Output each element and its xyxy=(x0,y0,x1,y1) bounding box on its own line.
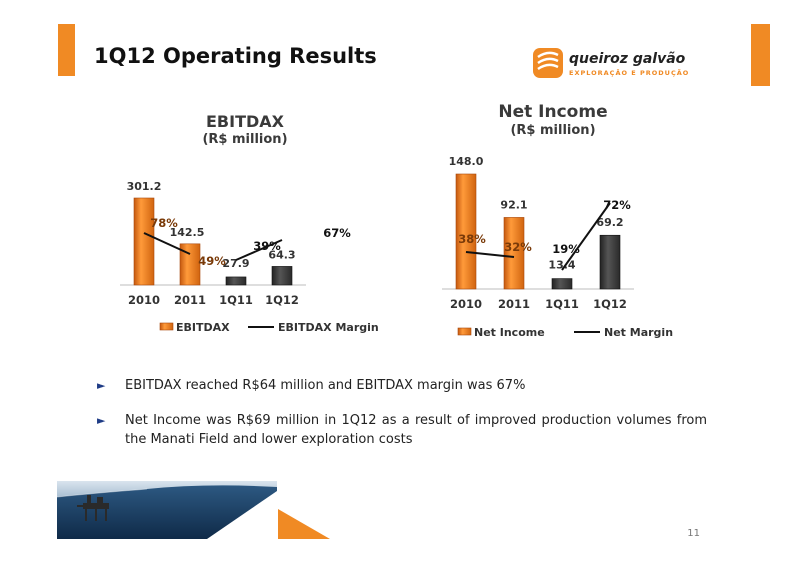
offshore-platform-image xyxy=(57,481,277,539)
page-title: 1Q12 Operating Results xyxy=(94,44,377,68)
margin-label: 39% xyxy=(253,239,281,253)
bar-value-label: 301.2 xyxy=(127,180,162,193)
category-tick-label: 1Q12 xyxy=(265,293,299,307)
bar-2011 xyxy=(179,243,201,286)
bar-2010 xyxy=(133,197,155,286)
legend-label: Net Income xyxy=(474,326,545,339)
margin-label: 49% xyxy=(198,254,226,268)
net-income-chart-title: Net Income xyxy=(498,102,608,122)
legend-swatch-bar xyxy=(159,322,174,331)
bar-value-label: 92.1 xyxy=(500,198,527,211)
margin-line-segment xyxy=(235,239,283,261)
bar-value-label: 64.3 xyxy=(268,248,295,261)
logo-accent-bar xyxy=(751,24,770,86)
bar-value-label: 69.2 xyxy=(596,216,623,229)
footer-accent-shape xyxy=(278,509,330,539)
legend-label: EBITDAX Margin xyxy=(278,321,379,334)
bullet-item: ► Net Income was R$69 million in 1Q12 as… xyxy=(97,411,707,449)
platform-icon xyxy=(77,495,109,521)
category-tick-label: 1Q11 xyxy=(219,293,253,307)
bullet-arrow-icon: ► xyxy=(97,379,106,392)
bullet-text: Net Income was R$69 million in 1Q12 as a… xyxy=(125,413,707,447)
net-income-chart-title-block: Net Income (R$ million) xyxy=(473,102,633,138)
category-tick-label: 1Q11 xyxy=(545,297,579,311)
legend-label: Net Margin xyxy=(604,326,673,339)
ebitdax-chart-subtitle: (R$ million) xyxy=(202,132,288,147)
category-tick-label: 2010 xyxy=(128,293,160,307)
bar-value-label: 142.5 xyxy=(170,226,205,239)
logo-tagline: EXPLORAÇÃO E PRODUÇÃO xyxy=(569,68,689,77)
bullet-item: ► EBITDAX reached R$64 million and EBITD… xyxy=(97,376,707,395)
margin-line-segment xyxy=(465,251,515,258)
ebitdax-chart-title: EBITDAX xyxy=(206,112,284,131)
margin-label: 67% xyxy=(323,226,351,240)
bar-value-label: 148.0 xyxy=(449,155,484,168)
category-tick-label: 2010 xyxy=(450,297,482,311)
title-accent-bar xyxy=(58,24,75,76)
bar-1Q12 xyxy=(271,266,293,286)
bar-2010 xyxy=(455,173,477,290)
company-logo: queiroz galvão EXPLORAÇÃO E PRODUÇÃO xyxy=(533,48,689,78)
bar-1Q11 xyxy=(551,278,573,290)
bullet-text: EBITDAX reached R$64 million and EBITDAX… xyxy=(125,378,526,393)
net-income-chart-subtitle: (R$ million) xyxy=(510,123,596,138)
margin-label: 38% xyxy=(458,232,486,246)
logo-emblem-icon xyxy=(533,48,563,78)
margin-label: 32% xyxy=(504,240,532,254)
bar-1Q11 xyxy=(225,276,247,286)
margin-label: 72% xyxy=(603,198,631,212)
page-number: 11 xyxy=(687,528,700,539)
category-tick-label: 1Q12 xyxy=(593,297,627,311)
legend-label: EBITDAX xyxy=(176,321,230,334)
bar-2011 xyxy=(503,217,525,290)
category-tick-label: 2011 xyxy=(498,297,530,311)
margin-line-segment xyxy=(561,202,611,271)
logo-name: queiroz galvão xyxy=(569,51,686,67)
margin-label: 19% xyxy=(552,242,580,256)
bar-value-label: 27.9 xyxy=(222,257,249,270)
margin-label: 78% xyxy=(150,216,178,230)
category-tick-label: 2011 xyxy=(174,293,206,307)
bar-1Q12 xyxy=(599,234,621,290)
ebitdax-chart-title-block: EBITDAX (R$ million) xyxy=(175,112,315,147)
bullet-list: ► EBITDAX reached R$64 million and EBITD… xyxy=(97,376,707,465)
bullet-arrow-icon: ► xyxy=(97,414,106,427)
margin-line-segment xyxy=(143,232,191,255)
legend-swatch-bar xyxy=(457,327,472,336)
